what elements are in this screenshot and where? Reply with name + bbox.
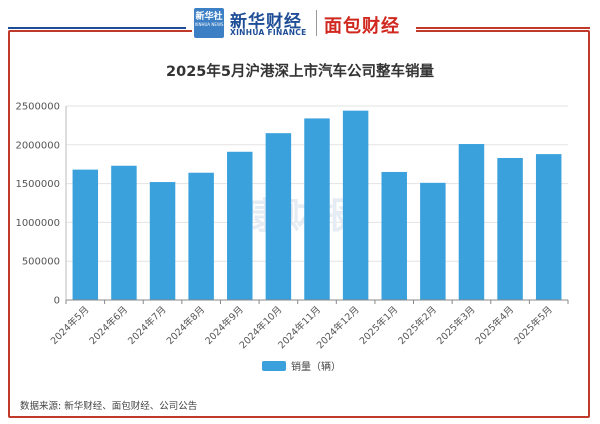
data-source-note: 数据来源: 新华财经、面包财经、公司公告 (20, 401, 198, 412)
y-tick-label: 1000000 (15, 218, 60, 229)
bar (381, 171, 407, 300)
y-tick-label: 0 (54, 296, 60, 307)
bar (227, 151, 253, 300)
bar (304, 118, 330, 300)
x-tick-label: 2025年2月 (396, 304, 439, 347)
legend-layer: 销量（辆） (262, 360, 341, 373)
seal-label: 新华社 (195, 12, 223, 22)
x-tick-label: 2025年3月 (434, 304, 477, 347)
xinhua-finance-en: XINHUA FINANCE (230, 28, 307, 37)
legend-swatch (262, 361, 286, 371)
bars-layer (72, 110, 562, 300)
bar (342, 110, 369, 300)
bar (72, 169, 99, 300)
xinhua-seal-logo: 新华社 XINHUA NEWS (194, 8, 224, 38)
x-tick-label: 2024年8月 (164, 304, 207, 347)
bar (111, 165, 137, 300)
x-tick-label: 2025年1月 (357, 304, 400, 347)
bar (458, 144, 485, 300)
brand-separator (316, 10, 317, 36)
brand-header: 新华社 XINHUA NEWS 新华财经 XINHUA FINANCE 面包财经 (192, 6, 416, 40)
bar (497, 157, 523, 300)
x-tick-label: 2024年6月 (87, 304, 130, 347)
x-tick-label: 2024年5月 (48, 304, 91, 347)
chart-title: 2025年5月沪港深上市汽车公司整车销量 (166, 64, 434, 80)
bar (535, 154, 562, 300)
bar (265, 133, 292, 300)
xinhua-finance-logo: 新华财经 (230, 12, 302, 32)
y-tick-label: 2500000 (15, 102, 60, 113)
bar (149, 182, 176, 300)
bar (188, 172, 214, 300)
legend-label: 销量（辆） (291, 360, 341, 373)
x-tick-label: 2025年4月 (473, 304, 516, 347)
seal-sub: XINHUA NEWS (194, 22, 224, 27)
x-tick-label: 2025年5月 (512, 304, 555, 347)
y-tick-label: 500000 (22, 257, 60, 268)
watermark: 康财报 (246, 195, 354, 237)
header-rule-right (414, 27, 590, 29)
header-rule-left (8, 27, 186, 29)
x-tick-label: 2024年7月 (125, 304, 168, 347)
y-tick-label: 1500000 (15, 179, 60, 190)
mianbao-logo: 面包财经 (324, 16, 400, 37)
y-tick-label: 2000000 (15, 140, 60, 151)
bar (420, 182, 446, 300)
